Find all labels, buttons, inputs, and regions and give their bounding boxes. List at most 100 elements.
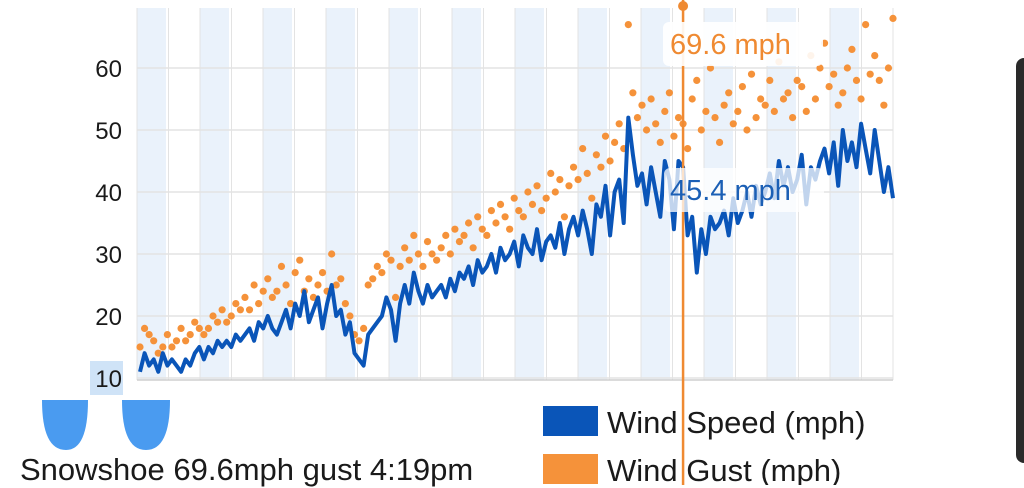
- gust-point: [597, 163, 605, 171]
- gust-point: [624, 21, 632, 29]
- gust-point: [213, 318, 222, 326]
- gust-point: [871, 52, 879, 60]
- gust-point: [255, 300, 263, 308]
- gust-point: [670, 132, 678, 140]
- gust-point: [816, 64, 824, 72]
- gust-point: [560, 213, 569, 221]
- gust-tooltip-text: 69.6 mph: [670, 29, 791, 61]
- day-band: [137, 8, 166, 380]
- gust-point: [191, 318, 199, 326]
- tooltip: 69.6 mph 45.4 mph: [663, 22, 824, 212]
- gust-point: [501, 213, 509, 221]
- legend-swatch: [543, 454, 598, 484]
- scroll-handle[interactable]: [1016, 58, 1024, 463]
- gust-point: [428, 250, 436, 258]
- cursor-line[interactable]: [678, 0, 689, 485]
- gust-point: [884, 64, 893, 72]
- gust-point: [154, 349, 162, 357]
- gust-point: [588, 194, 596, 202]
- gust-point: [574, 176, 582, 184]
- gust-point: [830, 70, 838, 78]
- gust-point: [433, 256, 441, 264]
- gust-point: [245, 306, 254, 314]
- gust-point: [538, 207, 546, 215]
- gust-point: [761, 101, 769, 109]
- gust-point: [843, 64, 851, 72]
- gust-point: [387, 256, 395, 264]
- gust-point: [834, 101, 842, 109]
- gust-point: [798, 83, 806, 91]
- y-tick-label: 50: [95, 118, 122, 145]
- gust-point: [391, 293, 400, 301]
- gust-point: [569, 163, 578, 171]
- gust-point: [633, 114, 642, 122]
- gust-point: [305, 275, 313, 283]
- gust-point: [150, 337, 158, 345]
- gust-point: [542, 194, 550, 202]
- gust-point: [715, 138, 724, 146]
- gust-point: [515, 207, 523, 215]
- gust-point: [419, 262, 427, 270]
- gust-point: [236, 306, 244, 314]
- gust-point: [524, 188, 532, 196]
- chart-gridlines: [136, 8, 894, 381]
- gust-point: [264, 275, 272, 283]
- gust-point: [487, 207, 495, 215]
- gust-point: [852, 76, 861, 84]
- gust-point: [314, 281, 322, 289]
- gust-point: [720, 101, 728, 109]
- gust-point: [857, 95, 865, 103]
- gust-point: [547, 169, 555, 177]
- gust-point: [328, 250, 336, 258]
- gust-point: [556, 176, 564, 184]
- gust-point: [661, 107, 669, 115]
- day-band: [578, 8, 607, 380]
- gust-point: [747, 70, 756, 78]
- y-axis-ticks: 10 20 30 40 50 60: [90, 56, 123, 395]
- speed-tooltip-text: 45.4 mph: [670, 175, 791, 207]
- y-tick-label: 60: [95, 56, 122, 83]
- gust-point: [656, 138, 664, 146]
- gust-point: [186, 331, 194, 339]
- gust-point: [725, 89, 733, 97]
- gust-point: [360, 324, 368, 332]
- gust-point: [168, 343, 176, 351]
- gust-point: [355, 337, 363, 345]
- gust-point: [291, 269, 299, 277]
- gust-point: [172, 337, 181, 345]
- y-tick-label: 30: [95, 242, 122, 269]
- gust-point: [665, 89, 673, 97]
- icon-left-lobe: [42, 400, 88, 450]
- gust-point: [784, 89, 792, 97]
- gust-point: [401, 244, 409, 252]
- gust-point: [460, 231, 468, 239]
- gust-point: [227, 312, 235, 320]
- gust-point: [136, 343, 144, 351]
- gust-point: [752, 114, 760, 122]
- gust-point: [469, 244, 477, 252]
- y-tick-label: 20: [95, 304, 122, 331]
- gust-point: [615, 120, 623, 128]
- wind-gust-series: [136, 14, 897, 357]
- gust-point: [259, 287, 267, 295]
- legend-swatch: [543, 406, 598, 436]
- gust-point: [770, 107, 778, 115]
- gust-point: [182, 337, 190, 345]
- gust-point: [866, 70, 874, 78]
- speed-tooltip-bg: [664, 168, 824, 212]
- gust-point: [583, 169, 591, 177]
- gust-point: [410, 231, 418, 239]
- gust-point: [802, 107, 810, 115]
- gust-point: [423, 238, 432, 246]
- gust-point: [688, 95, 696, 103]
- gust-point: [287, 300, 295, 308]
- gust-point: [702, 107, 710, 115]
- gust-point: [779, 95, 788, 103]
- gust-point: [766, 76, 774, 84]
- gust-point: [241, 293, 249, 301]
- chart-legend: Wind Speed (mph) Wind Gust (mph): [543, 405, 865, 485]
- gust-point: [880, 101, 888, 109]
- day-band: [452, 8, 481, 380]
- gust-point: [369, 275, 377, 283]
- y-tick-label: 10: [95, 366, 122, 393]
